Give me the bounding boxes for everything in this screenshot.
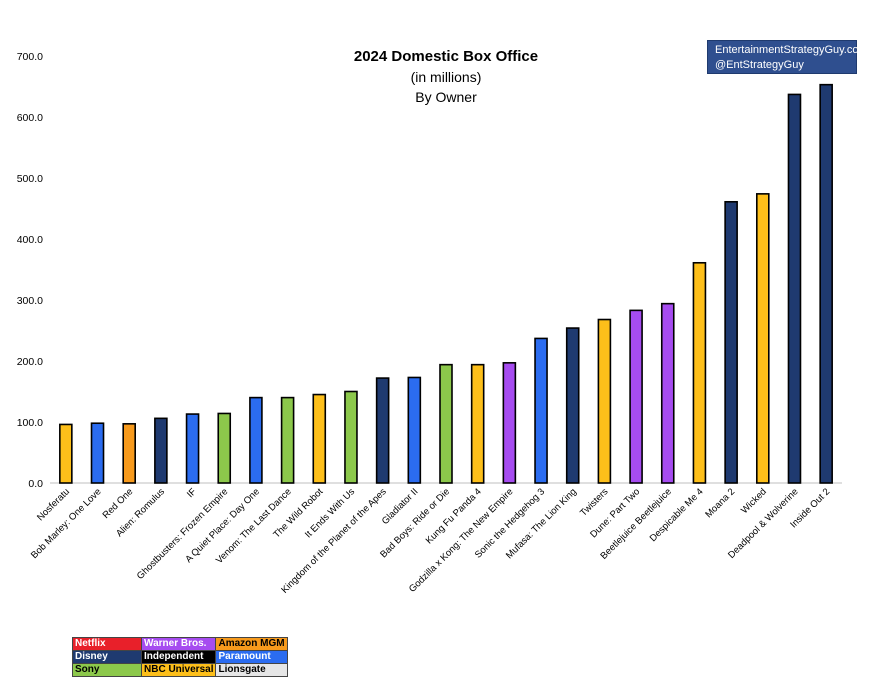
bar bbox=[185, 413, 200, 484]
bar bbox=[629, 309, 643, 484]
bar bbox=[312, 393, 327, 484]
bar bbox=[692, 261, 707, 484]
legend-entry: Independent bbox=[140, 650, 217, 664]
bar bbox=[280, 396, 295, 484]
legend-entry: Amazon MGM bbox=[215, 637, 288, 651]
credit-website: EntertainmentStrategyGuy.com bbox=[715, 44, 868, 56]
bar bbox=[344, 390, 358, 484]
chart-title: 2024 Domestic Box Office bbox=[353, 48, 539, 65]
x-tick-label: Wicked bbox=[739, 486, 769, 516]
bar bbox=[534, 337, 548, 484]
bar bbox=[154, 417, 168, 484]
y-tick-label: 200.0 bbox=[17, 356, 43, 368]
chart-subtitle-owner: By Owner bbox=[415, 89, 477, 105]
bar bbox=[217, 412, 232, 484]
bar bbox=[375, 377, 390, 484]
bar bbox=[59, 423, 73, 484]
y-tick-label: 700.0 bbox=[17, 51, 43, 63]
bar bbox=[755, 193, 770, 484]
y-tick-label: 300.0 bbox=[17, 295, 43, 307]
legend-entry: Netflix bbox=[72, 637, 142, 651]
y-tick-label: 0.0 bbox=[28, 478, 43, 490]
bar bbox=[470, 363, 485, 484]
bar-series bbox=[59, 83, 833, 484]
x-tick-label: Moana 2 bbox=[703, 486, 737, 520]
bar bbox=[660, 302, 675, 484]
bar bbox=[787, 93, 802, 484]
owner-legend: Netflix Warner Bros. Amazon MGM Disney Indep… bbox=[72, 637, 288, 677]
chart-title-block: 2024 Domestic Box Office (in millions) B… bbox=[300, 47, 592, 107]
legend-row: Sony NBC Universal Lionsgate bbox=[72, 663, 288, 677]
bar bbox=[407, 376, 422, 484]
bar bbox=[90, 422, 105, 484]
bar bbox=[249, 396, 263, 484]
chart-subtitle: (in millions) bbox=[410, 69, 482, 85]
legend-entry: Sony bbox=[72, 663, 142, 677]
y-axis: 0.0 100.0 200.0 300.0 400.0 500.0 600.0 700.0 bbox=[17, 51, 842, 490]
y-tick-label: 400.0 bbox=[17, 234, 43, 246]
y-tick-label: 500.0 bbox=[17, 173, 43, 185]
legend-entry: Lionsgate bbox=[215, 663, 288, 677]
y-tick-label: 600.0 bbox=[17, 112, 43, 124]
bar bbox=[122, 423, 136, 484]
legend-row: Disney Independent Paramount bbox=[72, 650, 288, 664]
legend-entry: Paramount bbox=[215, 650, 288, 664]
y-tick-label: 100.0 bbox=[17, 417, 43, 429]
x-tick-label: Kung Fu Panda 4 bbox=[424, 486, 484, 546]
legend-entry: NBC Universal bbox=[140, 663, 217, 677]
credit-handle: @EntStrategyGuy bbox=[715, 59, 804, 71]
x-tick-label: IF bbox=[185, 486, 199, 500]
legend-row: Netflix Warner Bros. Amazon MGM bbox=[72, 637, 288, 651]
credit-box: EntertainmentStrategyGuy.com @EntStrateg… bbox=[707, 40, 868, 74]
bar bbox=[439, 363, 453, 484]
legend-entry: Disney bbox=[72, 650, 142, 664]
bar bbox=[724, 200, 738, 484]
bar bbox=[502, 362, 517, 484]
bar bbox=[597, 318, 612, 484]
bar bbox=[819, 83, 833, 484]
bar bbox=[565, 327, 580, 484]
legend-entry: Warner Bros. bbox=[140, 637, 217, 651]
